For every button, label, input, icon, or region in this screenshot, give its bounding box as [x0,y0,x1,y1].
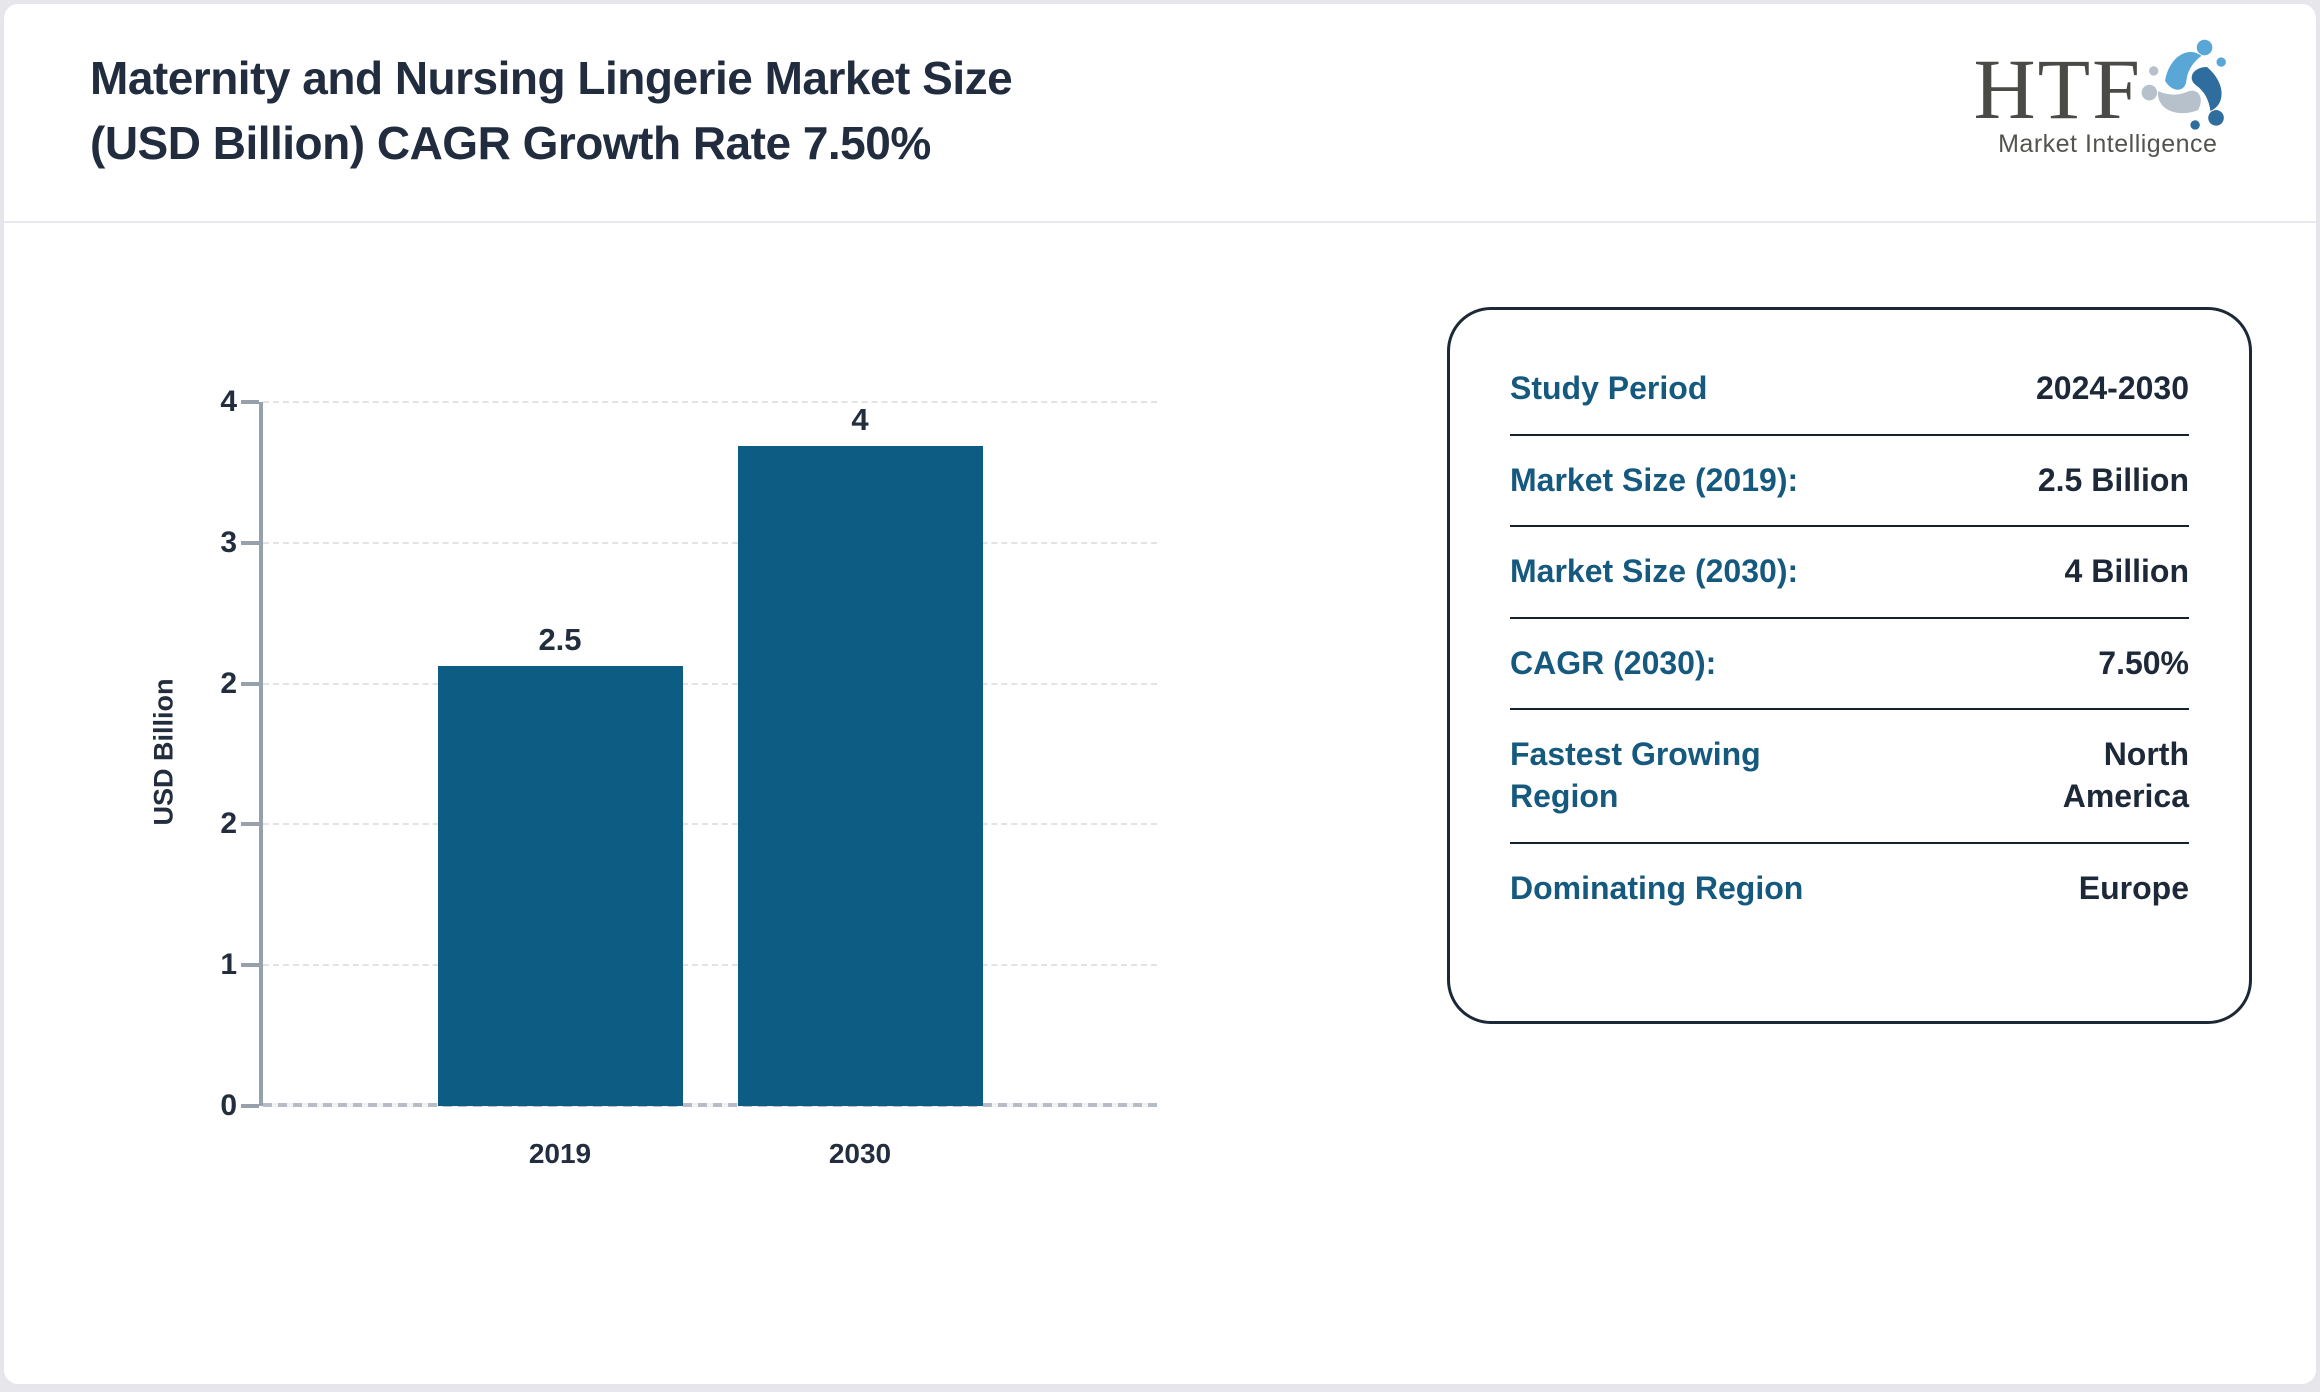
page-title: Maternity and Nursing Lingerie Market Si… [90,46,1490,177]
panel-row-label: Market Size (2019): [1510,461,1799,498]
panel-row-label: Dominating Region [1510,869,1804,906]
panel-row-label: CAGR (2030): [1510,644,1717,681]
x-axis-baseline [263,1103,1157,1107]
bar-slot: 4 [737,402,983,1106]
logo-subtitle-text: Market Intelligence [1998,130,2218,158]
summary-panel: Study Period 2024-2030 Market Size (2019… [1447,307,2252,1024]
plot-area: 4 3 2 2 1 0 2.5 4 2019 2030 [220,385,1157,1169]
y-tick-label: 2 [220,666,237,700]
bar-value-label: 2.5 [538,622,582,657]
bar [437,666,683,1106]
bars-layer: 2.5 4 [263,402,1157,1106]
bar [737,446,983,1106]
panel-row-label: Market Size (2030): [1510,553,1799,590]
logo-brand-text: HTF [1973,41,2142,137]
panel-row-label: Fastest Growing Region [1510,736,1761,814]
x-axis-label: 2030 [828,1138,892,1169]
gridline [263,401,1157,403]
y-tick-mark [241,681,259,686]
page-title-line-2: (USD Billion) CAGR Growth Rate 7.50% [90,117,931,170]
y-tick-label: 4 [220,385,237,418]
gridline [263,541,1157,544]
y-tick-mark [241,822,259,827]
y-axis-title: USD Billion [148,678,179,826]
panel-row: CAGR (2030): 7.50% [1510,619,2189,711]
panel-row-value: Europe [2078,869,2189,906]
y-tick-label: 0 [220,1089,237,1122]
y-tick-mark [241,540,259,545]
panel-row-value: 2024-2030 [2035,370,2189,406]
bar-value-label: 4 [851,402,869,437]
panel-row-value: North America [2062,736,2189,814]
panel-row-value: 2.5 Billion [2037,461,2189,498]
panel-row: Study Period 2024-2030 [1510,344,2189,436]
bar-slot: 2.5 [437,402,683,1106]
panel-row: Market Size (2019): 2.5 Billion [1510,436,2189,528]
y-tick-mark [241,963,259,968]
y-tick-label: 2 [220,807,237,841]
gridline [263,823,1157,826]
gridline [263,964,1157,967]
x-axis-label: 2019 [528,1138,592,1169]
y-tick-label: 3 [220,525,237,559]
panel-row: Dominating Region Europe [1510,844,2189,934]
page-title-line-1: Maternity and Nursing Lingerie Market Si… [90,52,1013,104]
y-tick-label: 1 [220,948,237,982]
htf-logo: HTF [1974,34,2242,159]
gridline [263,682,1157,685]
triskelion-figures-icon [2141,39,2226,130]
panel-row: Market Size (2030): 4 Billion [1510,527,2189,619]
panel-row-value: 4 Billion [2064,553,2189,590]
panel-row: Fastest Growing Region North America [1510,710,2189,844]
y-tick-mark [241,1104,259,1108]
panel-row-value: 7.50% [2098,644,2189,681]
panel-row-label: Study Period [1510,370,1708,406]
x-axis-labels: 2019 2030 [263,1138,1157,1170]
y-tick-mark [241,400,259,404]
header-divider [4,221,2316,223]
